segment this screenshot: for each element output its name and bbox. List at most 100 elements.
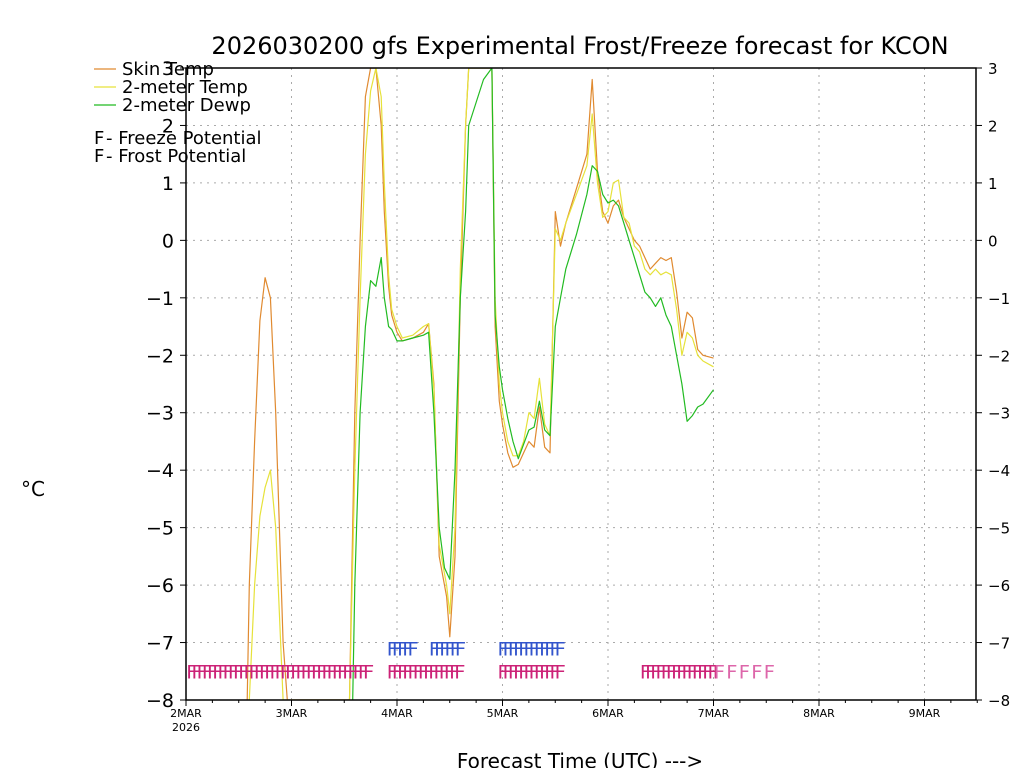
frost-flag-mark: F	[392, 638, 403, 660]
freeze-flag-mark: F	[233, 661, 244, 683]
y-tick-label-left: 0	[162, 230, 174, 252]
series-lines	[246, 68, 714, 700]
y-tick-label-left: −3	[146, 403, 174, 425]
freeze-flag-mark: F	[311, 661, 322, 683]
frost-flag-mark: F	[502, 638, 513, 660]
freeze-flag-mark: F	[407, 661, 418, 683]
light-flag-mark: F	[739, 661, 750, 683]
freeze-flag-mark: F	[326, 661, 337, 683]
y-tick-label-left: −2	[146, 345, 174, 367]
freeze-flag-mark: F	[352, 661, 363, 683]
y-tick-label-left: 2	[162, 115, 174, 137]
chart-title: 2026030200 gfs Experimental Frost/Freeze…	[211, 32, 948, 60]
y-tick-label-right: −3	[988, 405, 1010, 423]
freeze-flag-mark: F	[655, 661, 666, 683]
freeze-flag-mark: F	[681, 661, 692, 683]
frost-flag-mark: F	[449, 638, 460, 660]
freeze-flag-mark: F	[397, 661, 408, 683]
freeze-flag-mark: F	[438, 661, 449, 683]
y-tick-label-left: 1	[162, 173, 174, 195]
freeze-flag-mark: F	[248, 661, 259, 683]
freeze-flag-mark: F	[640, 661, 651, 683]
freeze-flag-mark: F	[259, 661, 270, 683]
frost-flag-mark: F	[513, 638, 524, 660]
freeze-flag-mark: F	[707, 661, 718, 683]
freeze-flag-mark: F	[518, 661, 529, 683]
axes: 3 3 2 2 1 1 0 0 −1 −1 −2 −2 −3 −3 −4 −4 −5 −5 −6 −6 −7 −7 −8 −8…	[146, 58, 1010, 734]
y-tick-label-right: −5	[988, 520, 1010, 538]
x-tick-label: 3MAR	[276, 707, 308, 720]
freeze-flag-mark: F	[285, 661, 296, 683]
frost-flag-mark: F	[528, 638, 539, 660]
freeze-flag-mark: F	[202, 661, 213, 683]
freeze-flag-mark: F	[402, 661, 413, 683]
x-tick-label: 7MAR	[698, 707, 730, 720]
frost-flag-mark: F	[549, 638, 560, 660]
x-tick-sublabel: 2026	[172, 721, 200, 734]
freeze-flag-mark: F	[418, 661, 429, 683]
y-tick-label-right: 1	[988, 175, 998, 193]
x-axis-label: Forecast Time (UTC) --->	[457, 749, 703, 768]
legend-label: 2-meter Dewp	[122, 95, 251, 116]
y-tick-label-right: −7	[988, 635, 1010, 653]
freeze-flag-mark: F	[306, 661, 317, 683]
freeze-flag-mark: F	[513, 661, 524, 683]
y-tick-label-right: −2	[988, 347, 1010, 365]
series-line-2-meter-dewp	[352, 68, 714, 700]
freeze-flag-mark: F	[254, 661, 265, 683]
freeze-flag-mark: F	[358, 661, 369, 683]
freeze-flag-mark: F	[264, 661, 275, 683]
freeze-flag-mark: F	[702, 661, 713, 683]
freeze-flag-mark: F	[554, 661, 565, 683]
freeze-flag-mark: F	[650, 661, 661, 683]
plot-frame	[185, 67, 977, 701]
freeze-flag-mark: F	[497, 661, 508, 683]
light-flag-mark: F	[726, 661, 737, 683]
freeze-flag-mark: F	[207, 661, 218, 683]
legend-symbol: F	[94, 146, 104, 167]
freeze-flag-mark: F	[544, 661, 555, 683]
legend-label: Skin Temp	[122, 59, 214, 80]
legend-label: - Freeze Potential	[106, 128, 262, 149]
freeze-flag-mark: F	[274, 661, 285, 683]
freeze-flag-mark: F	[269, 661, 280, 683]
freeze-flag-mark: F	[186, 661, 197, 683]
freeze-flag-mark: F	[539, 661, 550, 683]
y-tick-label-left: −4	[146, 460, 174, 482]
freeze-flag-mark: F	[676, 661, 687, 683]
freeze-flag-mark: F	[392, 661, 403, 683]
freeze-flag-mark: F	[300, 661, 311, 683]
y-tick-label-right: −4	[988, 462, 1010, 480]
y-tick-label-right: 3	[988, 60, 998, 78]
freeze-flag-mark: F	[412, 661, 423, 683]
legend-label: 2-meter Temp	[122, 77, 248, 98]
frost-flag-mark: F	[429, 638, 440, 660]
freeze-flag-mark: F	[428, 661, 439, 683]
frost-flag-mark: F	[534, 638, 545, 660]
frost-flag-mark: F	[402, 638, 413, 660]
freeze-flag-mark: F	[222, 661, 233, 683]
frost-flag-mark: F	[497, 638, 508, 660]
freeze-flag-mark: F	[671, 661, 682, 683]
freeze-flag-mark: F	[686, 661, 697, 683]
freeze-flag-mark: F	[363, 661, 374, 683]
freeze-flag-mark: F	[712, 661, 723, 683]
freeze-flag-mark: F	[295, 661, 306, 683]
x-tick-label: 2MAR	[170, 707, 202, 720]
y-tick-label-right: −1	[988, 290, 1010, 308]
y-tick-label-right: 0	[988, 232, 998, 250]
light-flag-mark: F	[714, 661, 725, 683]
freeze-flag-mark: F	[217, 661, 228, 683]
y-tick-label-right: 2	[988, 117, 998, 135]
frost-flag-mark: F	[544, 638, 555, 660]
x-tick-label: 6MAR	[592, 707, 624, 720]
freeze-flag-mark: F	[528, 661, 539, 683]
freeze-flag-mark: F	[502, 661, 513, 683]
x-tick-label: 4MAR	[381, 707, 413, 720]
freeze-flag-mark: F	[238, 661, 249, 683]
y-tick-label-right: −6	[988, 577, 1010, 595]
y-tick-label-left: −6	[146, 575, 174, 597]
frost-flag-mark: F	[439, 638, 450, 660]
